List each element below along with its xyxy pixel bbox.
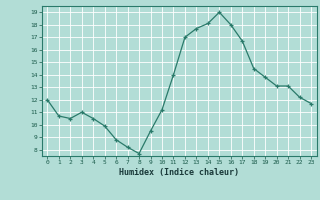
X-axis label: Humidex (Indice chaleur): Humidex (Indice chaleur) xyxy=(119,168,239,177)
